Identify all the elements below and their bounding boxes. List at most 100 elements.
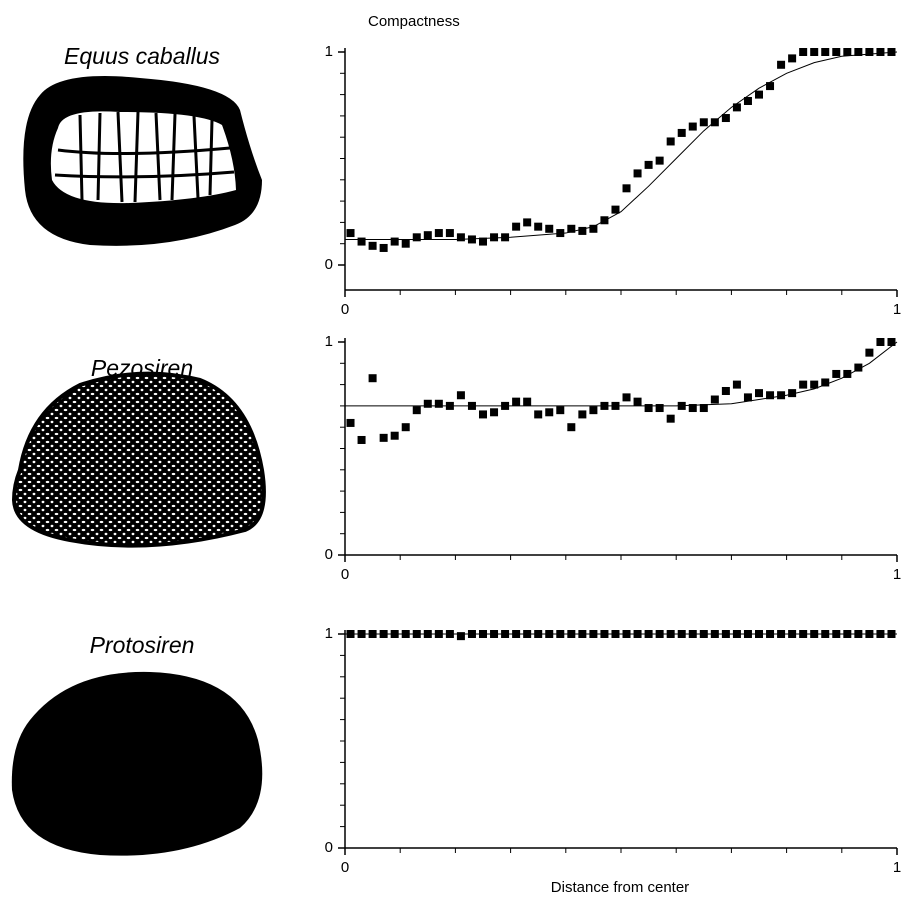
x-axis-label: Distance from center	[551, 879, 689, 896]
bone-section-protosiren	[11, 671, 263, 856]
data-point	[490, 630, 499, 638]
data-point	[843, 630, 852, 638]
data-point	[721, 630, 730, 638]
data-point	[357, 630, 366, 638]
data-point	[545, 630, 554, 638]
x-tick-label: 0	[341, 859, 349, 876]
data-point	[677, 128, 686, 137]
data-point	[567, 423, 576, 432]
y-tick-label: 1	[325, 333, 333, 350]
data-point	[578, 410, 587, 419]
data-point	[534, 222, 543, 231]
data-point	[633, 630, 642, 638]
data-point	[732, 630, 741, 638]
data-point	[412, 406, 421, 415]
data-point	[799, 630, 808, 638]
y-axis-label: Compactness	[368, 13, 460, 30]
data-point	[556, 406, 565, 415]
data-point	[379, 630, 388, 638]
data-point	[523, 218, 532, 227]
data-point	[379, 433, 388, 442]
data-point	[876, 630, 885, 638]
chart-title: Protosiren	[90, 632, 195, 658]
data-point	[611, 205, 620, 214]
data-point	[721, 386, 730, 395]
x-tick-label: 0	[341, 301, 349, 318]
data-point	[523, 397, 532, 406]
data-point	[843, 48, 852, 56]
data-point	[346, 418, 355, 427]
data-point	[412, 630, 421, 638]
data-point	[887, 48, 896, 56]
data-point	[655, 156, 664, 165]
data-point	[732, 380, 741, 389]
data-point	[832, 630, 841, 638]
data-point	[567, 630, 576, 638]
data-point	[788, 389, 797, 398]
data-point	[810, 380, 819, 389]
data-point	[490, 408, 499, 417]
data-point	[346, 630, 355, 638]
data-point	[777, 391, 786, 400]
data-point	[600, 401, 609, 410]
chart-title: Pezosiren	[91, 355, 193, 381]
data-point	[479, 237, 487, 246]
data-point	[534, 410, 543, 419]
data-point	[545, 224, 554, 233]
data-point	[479, 630, 487, 638]
data-point	[467, 630, 476, 638]
data-point	[456, 632, 465, 641]
y-tick-label: 0	[325, 256, 333, 273]
y-tick-label: 0	[325, 839, 333, 856]
data-point	[843, 369, 852, 378]
data-point	[556, 630, 565, 638]
data-point	[534, 630, 543, 638]
data-point	[655, 630, 664, 638]
data-point	[346, 229, 355, 238]
data-point	[501, 401, 510, 410]
data-point	[423, 231, 432, 240]
data-point	[655, 404, 664, 413]
data-point	[578, 226, 587, 235]
data-point	[644, 630, 653, 638]
data-point	[357, 237, 366, 246]
data-point	[766, 82, 775, 91]
data-point	[799, 48, 808, 56]
data-point	[755, 90, 763, 99]
data-point	[743, 630, 752, 638]
fit-curve	[345, 341, 898, 407]
data-point	[479, 410, 487, 419]
data-point	[821, 48, 830, 56]
data-point	[445, 630, 454, 638]
data-point	[567, 224, 576, 233]
data-point	[589, 406, 598, 415]
data-point	[788, 630, 797, 638]
data-point	[368, 241, 377, 250]
data-point	[876, 48, 885, 56]
data-point	[379, 243, 388, 252]
y-tick-label: 1	[325, 43, 333, 60]
data-point	[434, 399, 443, 408]
data-point	[666, 630, 675, 638]
y-tick-label: 0	[325, 546, 333, 563]
data-point	[368, 630, 377, 638]
data-point	[423, 630, 432, 638]
data-point	[401, 630, 410, 638]
data-point	[490, 233, 499, 242]
data-point	[501, 630, 510, 638]
data-point	[821, 630, 830, 638]
bone-section-equus	[23, 76, 262, 246]
data-point	[876, 338, 885, 346]
data-point	[512, 397, 521, 406]
data-point	[832, 369, 841, 378]
data-point	[743, 96, 752, 105]
data-point	[633, 397, 642, 406]
data-point	[799, 380, 808, 389]
data-point	[699, 404, 708, 413]
data-point	[456, 391, 465, 400]
data-point	[755, 630, 763, 638]
bone-section-pezosiren	[11, 371, 266, 548]
data-point	[710, 395, 719, 404]
data-point	[578, 630, 587, 638]
